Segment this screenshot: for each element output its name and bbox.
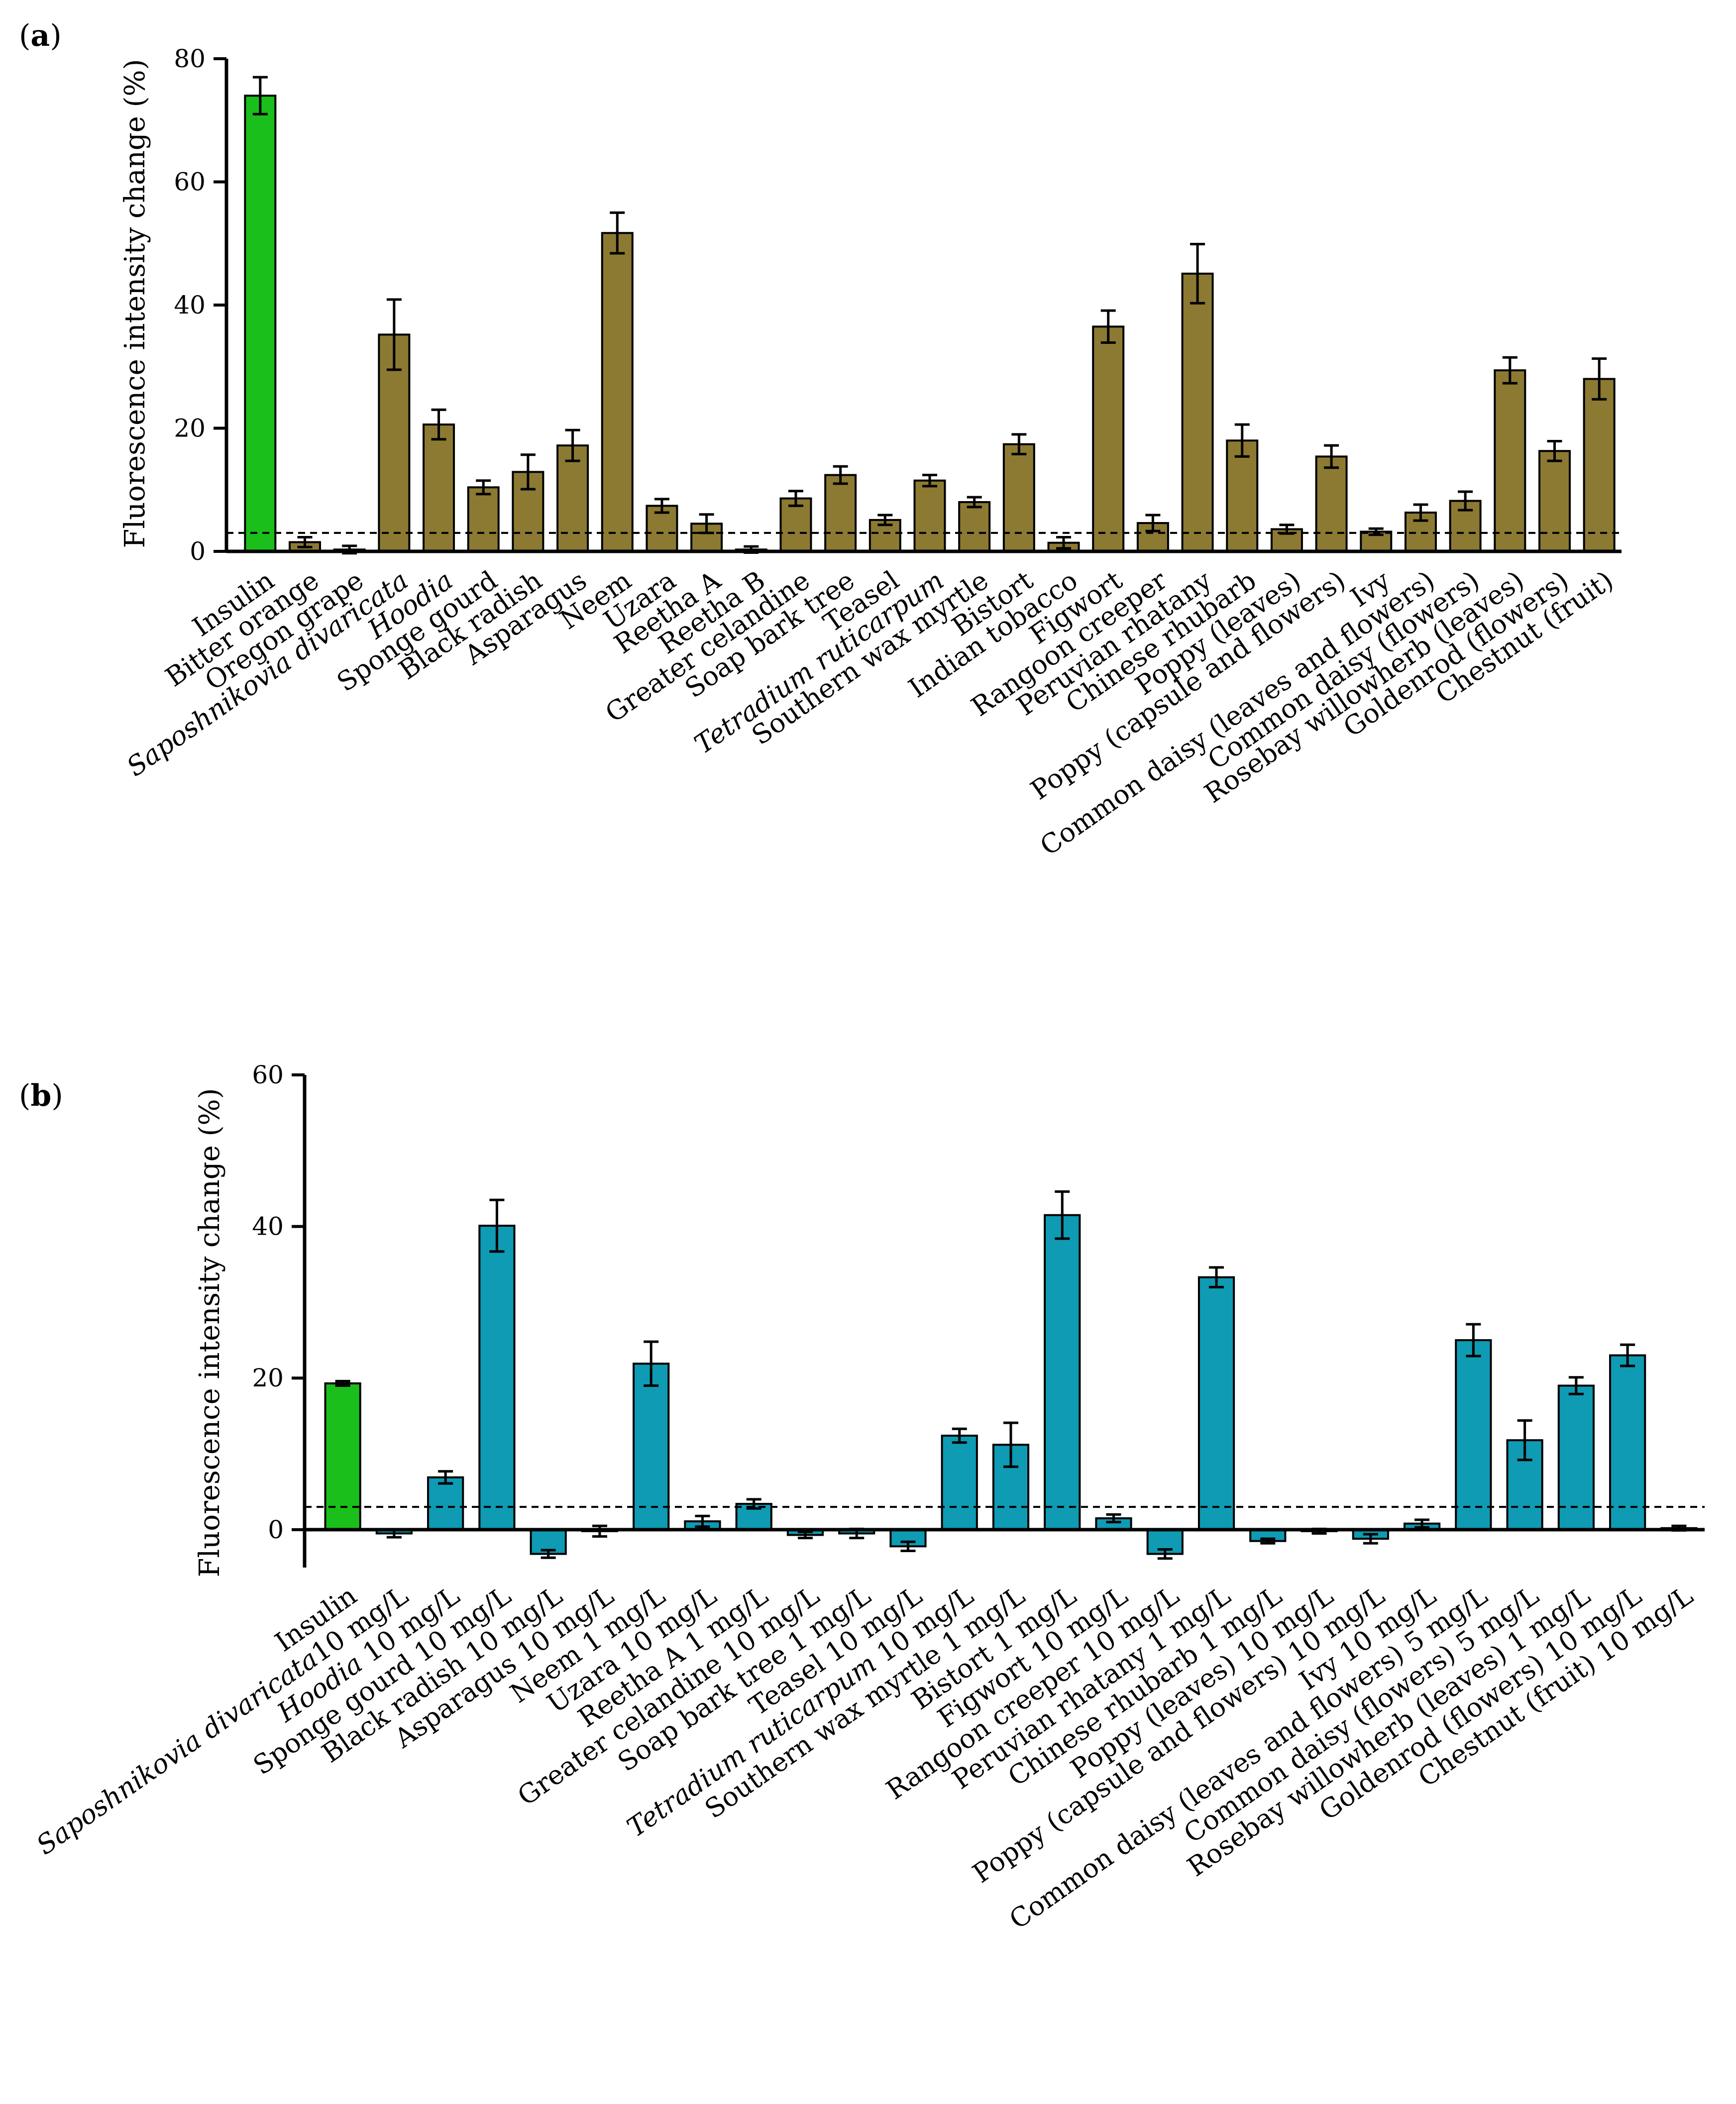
- y-tick-label: 20: [252, 1364, 284, 1392]
- y-tick-label: 60: [174, 168, 206, 197]
- panel-paren-open: (: [19, 18, 30, 53]
- bar: [1538, 450, 1571, 552]
- y-axis-label: Fluorescence intensity change (%): [194, 1088, 226, 1578]
- y-tick-label: 40: [252, 1212, 284, 1241]
- bar: [958, 501, 991, 552]
- bar: [244, 95, 277, 552]
- panel-letter: b: [30, 1078, 51, 1113]
- bar: [1092, 325, 1125, 552]
- bar: [1494, 369, 1526, 552]
- bar: [1609, 1354, 1646, 1531]
- bar: [913, 479, 946, 552]
- panel-paren-close: ): [50, 18, 61, 53]
- bar: [478, 1225, 516, 1531]
- bar: [1557, 1384, 1595, 1531]
- panel-paren-close: ): [51, 1078, 63, 1113]
- bar: [427, 1476, 464, 1531]
- panel-a: (a) Fluorescence intensity change (%) 0 20 4…: [19, 18, 1622, 862]
- bar: [467, 486, 500, 552]
- y-tick-label: 80: [174, 44, 206, 73]
- bar: [601, 232, 634, 552]
- panel-label: (a): [19, 18, 62, 53]
- bar: [1315, 455, 1348, 552]
- bar: [1197, 1276, 1235, 1531]
- bar: [1002, 443, 1035, 552]
- bar: [1044, 1214, 1081, 1531]
- y-tick-label: 0: [268, 1515, 284, 1544]
- bar: [941, 1434, 978, 1531]
- panel-label: (b): [19, 1078, 63, 1113]
- bar: [1455, 1339, 1492, 1531]
- y-tick-label: 0: [190, 537, 206, 566]
- bar: [824, 474, 857, 552]
- panel-letter: a: [30, 18, 50, 53]
- bar: [423, 423, 455, 553]
- bar: [1583, 378, 1616, 552]
- bar: [633, 1363, 670, 1531]
- bar: [779, 497, 812, 553]
- y-axis-label: Fluorescence intensity change (%): [119, 59, 151, 548]
- panel-b: (b) Fluorescence intensity change (%) 0 20 4…: [19, 1060, 1705, 1935]
- y-tick-label: 20: [174, 414, 206, 443]
- panel-paren-open: (: [19, 1078, 30, 1113]
- bar: [1181, 272, 1214, 552]
- y-tick-label: 40: [174, 291, 206, 319]
- y-tick-label: 60: [252, 1060, 284, 1089]
